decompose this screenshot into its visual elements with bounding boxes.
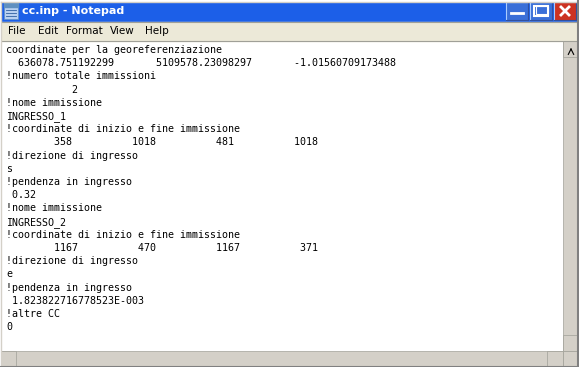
Bar <box>563 41 579 351</box>
Bar <box>0 22 579 41</box>
Text: Edit: Edit <box>38 26 58 36</box>
Text: 0.32: 0.32 <box>6 190 36 200</box>
Text: 0: 0 <box>6 322 12 332</box>
Text: !nome immissione: !nome immissione <box>6 203 102 213</box>
Bar <box>547 351 563 367</box>
Text: 1167          470          1167          371: 1167 470 1167 371 <box>6 243 318 253</box>
Bar <box>536 6 548 14</box>
Text: View: View <box>110 26 135 36</box>
Text: INGRESSO_1: INGRESSO_1 <box>6 111 66 122</box>
Text: !altre CC: !altre CC <box>6 309 60 319</box>
Text: s: s <box>6 164 12 174</box>
Text: 358          1018          481          1018: 358 1018 481 1018 <box>6 137 318 148</box>
Text: Format: Format <box>66 26 102 36</box>
Text: Help: Help <box>145 26 168 36</box>
Bar <box>0 0 579 22</box>
Bar <box>563 335 579 351</box>
Text: !nome immissione: !nome immissione <box>6 98 102 108</box>
Text: File: File <box>8 26 25 36</box>
Text: !pendenza in ingresso: !pendenza in ingresso <box>6 283 132 292</box>
Text: coordinate per la georeferenziazione: coordinate per la georeferenziazione <box>6 45 222 55</box>
Text: INGRESSO_2: INGRESSO_2 <box>6 217 66 228</box>
Text: 636078.751192299       5109578.23098297       -1.01560709173488: 636078.751192299 5109578.23098297 -1.015… <box>6 58 396 68</box>
Text: !direzione di ingresso: !direzione di ingresso <box>6 150 138 161</box>
Text: 2: 2 <box>6 85 78 95</box>
Bar <box>563 41 579 57</box>
Bar <box>0 41 563 351</box>
Text: 1.823822716778523E-003: 1.823822716778523E-003 <box>6 296 144 306</box>
Bar <box>534 6 548 16</box>
Bar <box>554 2 576 20</box>
Bar <box>0 351 16 367</box>
Text: !direzione di ingresso: !direzione di ingresso <box>6 256 138 266</box>
Bar <box>0 351 563 367</box>
Text: !numero totale immissioni: !numero totale immissioni <box>6 72 156 81</box>
Bar <box>530 2 552 20</box>
Text: e: e <box>6 269 12 279</box>
Bar <box>4 3 18 7</box>
Text: !coordinate di inizio e fine immissione: !coordinate di inizio e fine immissione <box>6 124 240 134</box>
Text: cc.inp - Notepad: cc.inp - Notepad <box>22 6 124 16</box>
Text: !coordinate di inizio e fine immissione: !coordinate di inizio e fine immissione <box>6 230 240 240</box>
Bar <box>4 3 18 19</box>
Bar <box>506 2 528 20</box>
Text: !pendenza in ingresso: !pendenza in ingresso <box>6 177 132 187</box>
